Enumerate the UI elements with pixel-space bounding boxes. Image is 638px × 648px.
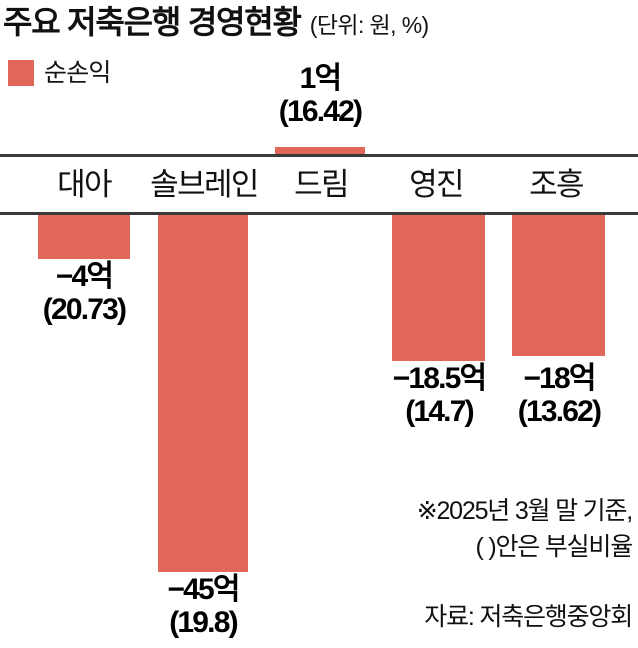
footnote-line-2: ( )안은 부실비율 [475,533,633,561]
source-note: 자료: 저축은행중앙회 [424,603,633,631]
value-label-yeongjin-ratio: (14.7) [405,395,474,428]
value-label-joheung-amount: −18억 [523,362,596,395]
value-label-yeongjin: −18.5억 (14.7) [366,362,512,428]
value-label-yeongjin-amount: −18.5억 [392,362,488,395]
axis-line-bottom [0,212,638,215]
value-label-daea-amount: −4억 [55,260,114,293]
category-band: 대아 솔브레인 드림 영진 조흥 [0,157,638,212]
value-label-joheung-ratio: (13.62) [517,395,602,428]
bar-joheung [512,215,605,356]
category-label-joheung: 조흥 [529,167,584,202]
bar-daea [38,215,130,259]
bar-yeongjin [392,215,485,361]
category-label-dream: 드림 [294,167,349,202]
value-label-dream: 1억 (16.42) [250,62,390,128]
value-label-joheung: −18억 (13.62) [488,362,630,428]
unit-note: (단위: 원, %) [309,12,429,38]
value-label-daea: −4억 (20.73) [14,260,154,326]
axis-line-top [0,154,638,157]
category-label-solbrain: 솔브레인 [150,167,259,202]
category-label-yeongjin: 영진 [409,167,464,202]
bar-dream [275,147,365,155]
value-label-dream-ratio: (16.42) [278,95,363,128]
value-label-solbrain: −45억 (19.8) [133,573,273,639]
chart-header: 주요 저축은행 경영현황 (단위: 원, %) [3,4,635,46]
footnote-line-1: ※2025년 3월 말 기준, [416,497,633,525]
value-label-solbrain-amount: −45억 [167,573,240,606]
legend-label: 순손익 [44,59,111,87]
value-label-daea-ratio: (20.73) [42,293,127,326]
value-label-dream-amount: 1억 [299,62,342,95]
value-label-solbrain-ratio: (19.8) [169,606,238,639]
bar-solbrain [158,215,248,572]
page-title: 주요 저축은행 경영현황 [3,4,302,40]
legend: 순손익 [8,58,111,88]
footnote: ※2025년 3월 말 기준, ( )안은 부실비율 [252,493,633,565]
legend-swatch-icon [8,60,34,86]
category-label-daea: 대아 [57,167,112,202]
